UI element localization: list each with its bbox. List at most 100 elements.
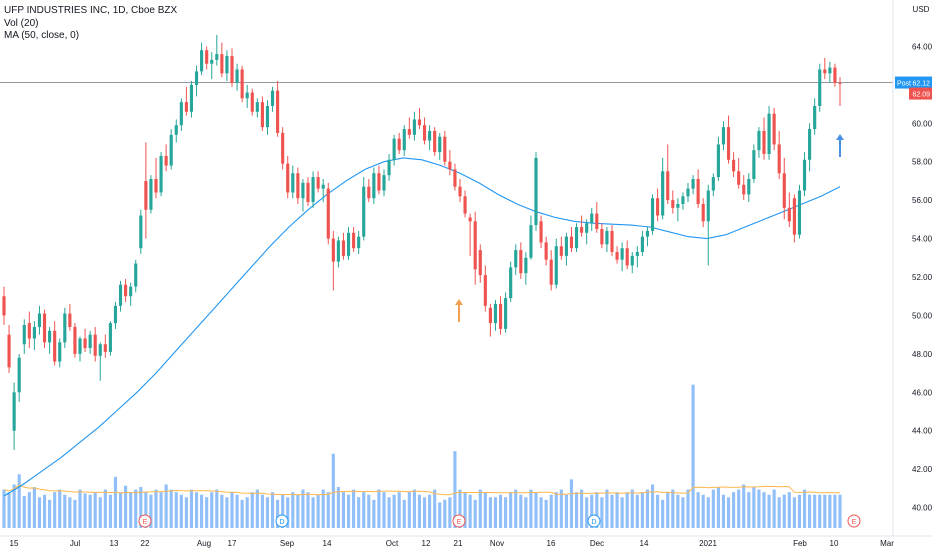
volume-bar — [377, 489, 381, 528]
price-tick-label: 46.00 — [912, 388, 932, 397]
volume-bar — [656, 494, 660, 528]
last-price-badge — [909, 87, 932, 100]
volume-bar — [752, 487, 756, 528]
earnings-marker[interactable]: E — [138, 514, 152, 528]
candle-body — [686, 188, 690, 197]
candle-body — [468, 217, 472, 222]
symbol-legend[interactable]: UFP INDUSTRIES INC, 1D, Cboe BZX — [4, 5, 178, 16]
candle-body — [270, 90, 275, 106]
candle-body — [453, 169, 457, 187]
annotation-arrow-orange[interactable] — [455, 299, 463, 322]
candle-body — [367, 186, 371, 199]
price-tick-label: 64.00 — [912, 42, 932, 51]
candle-body — [625, 248, 629, 266]
ma-legend[interactable]: MA (50, close, 0) — [4, 30, 80, 41]
candle-body — [681, 196, 685, 204]
volume-bar — [782, 494, 786, 528]
candle-body — [458, 186, 462, 197]
volume-bar — [473, 499, 477, 528]
candle-body — [478, 250, 482, 276]
volume-bar — [554, 492, 558, 528]
volume-bar — [357, 497, 361, 528]
candle-body — [438, 136, 442, 153]
price-tick-label: 44.00 — [912, 427, 932, 436]
volume-bar — [428, 494, 432, 528]
candle-body — [539, 221, 543, 243]
volume-bar — [260, 494, 264, 528]
candle-body — [833, 67, 837, 83]
volume-bar — [48, 499, 52, 528]
volume-bar — [362, 492, 366, 528]
volume-bar — [716, 487, 720, 528]
dividend-marker[interactable]: D — [275, 514, 289, 528]
volume-bar — [696, 492, 700, 528]
volume-bar — [549, 494, 553, 528]
volume-bar — [220, 494, 224, 528]
volume-bar — [569, 479, 574, 528]
candle-body — [134, 263, 138, 287]
volume-bar — [645, 489, 650, 528]
candle-body — [650, 198, 655, 231]
volume-bar — [63, 494, 67, 528]
volume-bar — [580, 489, 584, 528]
volume-bar — [346, 494, 351, 528]
candle-body — [792, 198, 796, 235]
volume-bar — [544, 499, 548, 528]
candle-body — [509, 267, 513, 299]
earnings-marker[interactable]: E — [847, 514, 861, 528]
volume-bar — [797, 494, 802, 528]
volume-bar — [245, 497, 249, 528]
volume-bar — [159, 492, 163, 528]
candle-body — [691, 179, 695, 189]
candle-body — [757, 130, 761, 151]
volume-bar — [438, 502, 442, 528]
price-tick-label: 42.00 — [912, 465, 932, 474]
volume-bar — [306, 492, 310, 528]
volume-bar — [134, 489, 138, 528]
candle-body — [721, 127, 726, 145]
price-tick-label: 54.00 — [912, 235, 932, 244]
time-tick-label: Oct — [386, 539, 399, 548]
volume-bar — [681, 497, 685, 528]
volume-bar — [666, 492, 670, 528]
volume-ma-line — [3, 484, 841, 496]
candle-body — [124, 284, 128, 297]
volume-legend[interactable]: Vol (20) — [4, 17, 39, 29]
annotation-arrow-blue[interactable] — [836, 134, 844, 157]
volume-bar — [742, 484, 746, 528]
volume-bar — [818, 494, 822, 528]
volume-bar — [230, 492, 234, 528]
moving-average-line — [3, 157, 841, 497]
volume-bar — [747, 492, 751, 528]
volume-bar — [468, 494, 472, 528]
volume-bar — [721, 494, 726, 528]
volume-bar — [194, 492, 199, 528]
volume-bar — [443, 499, 447, 528]
volume-bar — [483, 492, 487, 528]
candle-body — [88, 334, 92, 349]
candle-body — [78, 338, 82, 354]
candle-body — [762, 130, 766, 155]
volume-bar — [417, 494, 422, 528]
dividend-marker[interactable]: D — [587, 514, 601, 528]
candle-body — [701, 203, 705, 222]
earnings-marker[interactable]: E — [452, 514, 466, 528]
volume-bar — [498, 494, 503, 528]
volume-bar — [372, 499, 376, 528]
volume-bar — [838, 494, 842, 528]
volume-bar — [270, 492, 275, 528]
price-tick-label: 60.00 — [912, 119, 932, 128]
time-tick-label: 12 — [422, 539, 431, 548]
candle-body — [108, 323, 112, 352]
volume-bar — [326, 492, 330, 528]
candle-body — [149, 179, 153, 210]
volume-bar — [124, 485, 128, 528]
time-tick-label: Nov — [490, 539, 504, 548]
candle-body — [362, 186, 366, 237]
candle-body — [428, 130, 432, 141]
candle-body — [17, 357, 21, 393]
volume-bar — [144, 492, 148, 528]
candle-body — [585, 223, 589, 233]
candle-body — [463, 196, 467, 214]
